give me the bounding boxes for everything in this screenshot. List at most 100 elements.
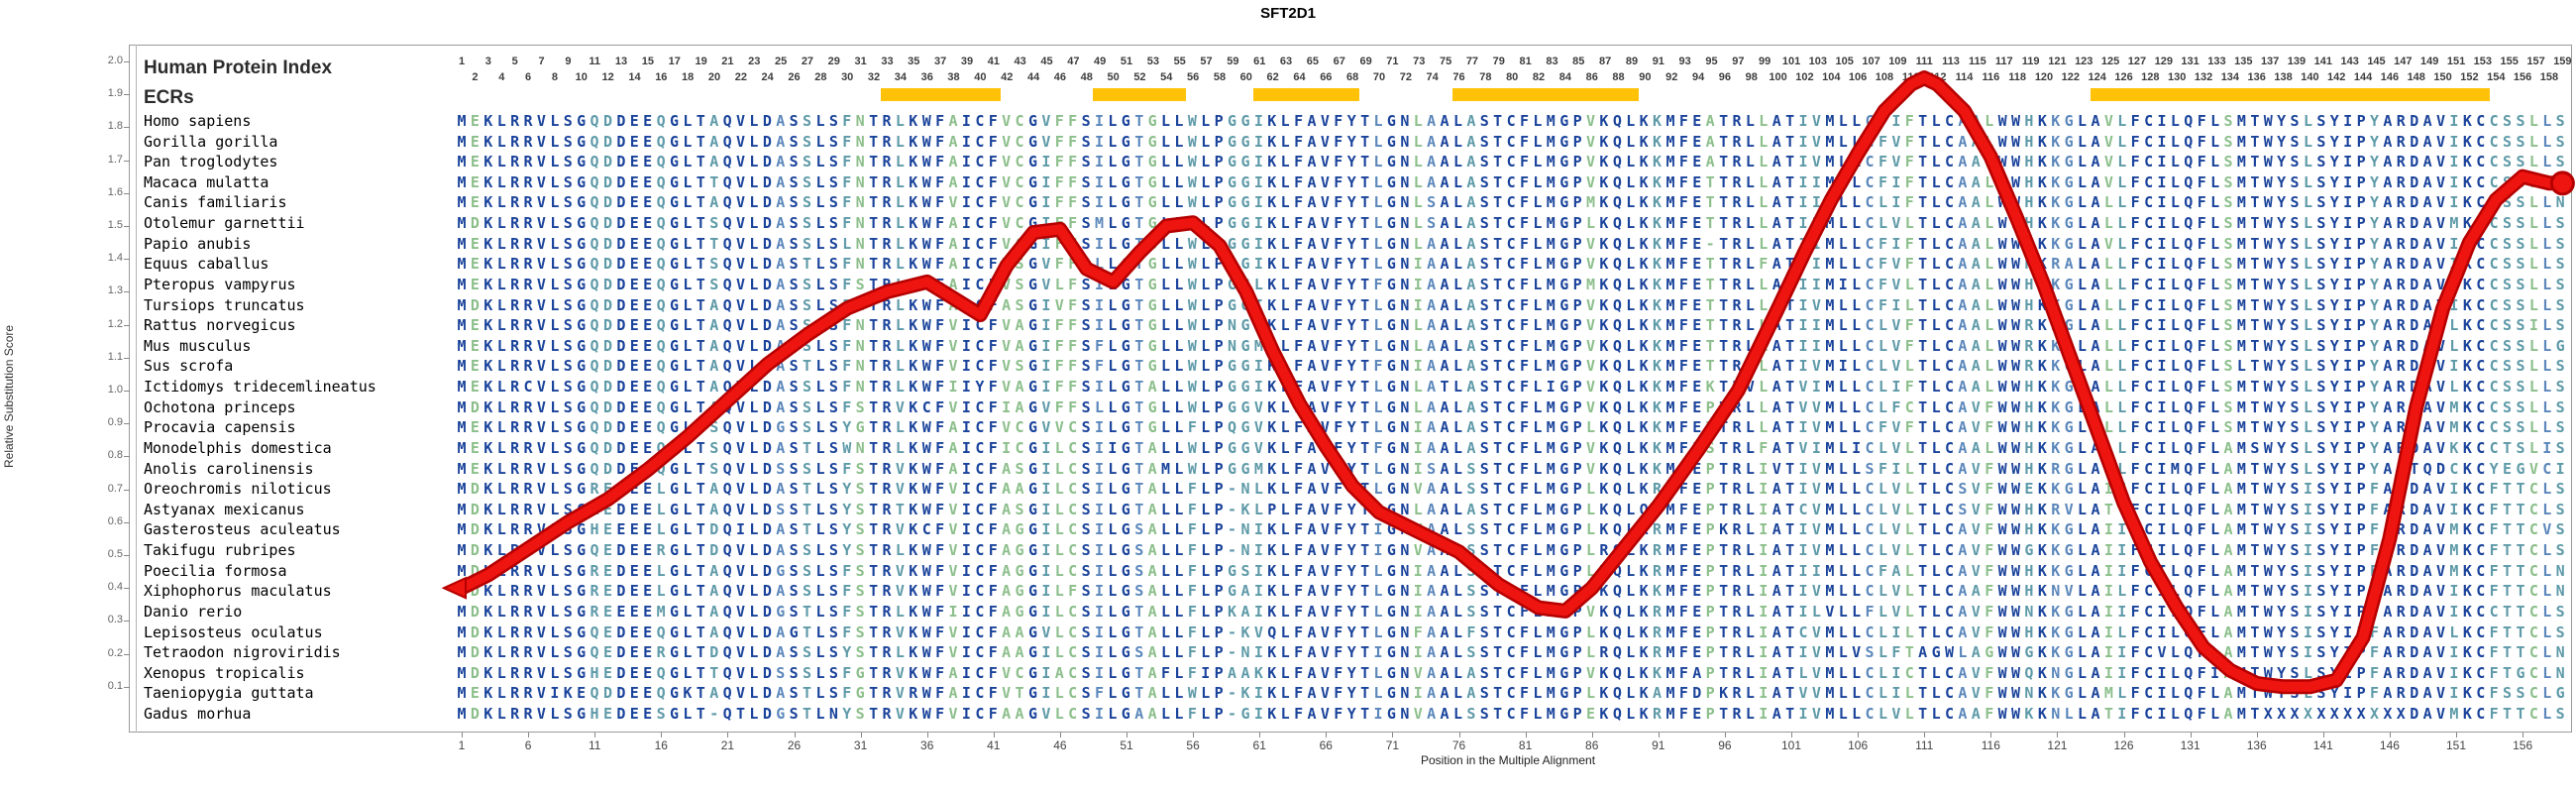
protein-index-number: 139 [2287, 56, 2307, 67]
x-tick-label: 146 [2379, 738, 2400, 752]
protein-index-number: 36 [920, 71, 933, 83]
protein-index-number: 100 [1769, 71, 1787, 83]
protein-index-number: 94 [1691, 71, 1705, 83]
protein-index-number: 102 [1795, 71, 1814, 83]
x-tick-label: 136 [2246, 738, 2267, 752]
protein-index-number: 37 [934, 56, 947, 67]
protein-index-number: 116 [1982, 71, 2000, 83]
y-tick-label: 1.9 [107, 87, 123, 100]
y-tick-label: 2.0 [107, 55, 123, 66]
x-tick-mark [2190, 733, 2192, 737]
ecrs-label: ECRs [144, 87, 194, 108]
protein-index-number: 43 [1014, 56, 1026, 67]
x-tick-label: 41 [987, 738, 1001, 752]
x-tick-label: 91 [1652, 738, 1665, 752]
x-tick-label: 141 [2312, 738, 2333, 752]
x-tick-mark [727, 733, 729, 737]
y-tick-mark [124, 555, 130, 556]
protein-index-number: 125 [2100, 56, 2120, 67]
protein-index-number: 77 [1465, 56, 1479, 67]
y-tick-mark [124, 127, 130, 129]
protein-index-number: 155 [2500, 56, 2519, 67]
x-tick-label: 36 [920, 738, 934, 752]
protein-index-number: 41 [987, 56, 1000, 67]
x-tick-label: 66 [1319, 738, 1333, 752]
page-title: SFT2D1 [1260, 5, 1316, 22]
y-tick-mark [124, 686, 130, 688]
protein-index-number: 5 [511, 56, 518, 67]
protein-index-number: 131 [2181, 56, 2200, 67]
x-tick-mark [2456, 733, 2458, 737]
protein-index-number: 1 [458, 56, 466, 67]
protein-index-number: 103 [1808, 56, 1828, 67]
protein-index-number: 86 [1585, 71, 1598, 83]
x-tick-label: 76 [1451, 738, 1466, 752]
protein-index-number: 118 [2008, 71, 2027, 83]
ecr-bar [2090, 88, 2490, 101]
y-tick-mark [124, 226, 130, 227]
protein-index-number: 157 [2526, 56, 2545, 67]
protein-index-number: 144 [2353, 71, 2373, 83]
species-name: Otolemur garnettii [144, 214, 305, 233]
x-tick-mark [528, 733, 530, 737]
protein-index-number: 117 [1994, 56, 2013, 67]
protein-index-number: 89 [1625, 56, 1639, 67]
x-tick-label: 116 [1981, 738, 2000, 752]
protein-index-number: 73 [1413, 56, 1426, 67]
protein-index-number: 101 [1781, 56, 1801, 67]
protein-index-number: 24 [761, 71, 774, 83]
protein-index-number: 141 [2313, 56, 2332, 67]
protein-index-number: 21 [721, 56, 734, 67]
protein-index-number: 15 [641, 56, 655, 67]
protein-index-number: 97 [1732, 56, 1745, 67]
protein-index-number: 40 [974, 71, 987, 83]
protein-index-number: 98 [1745, 71, 1758, 83]
protein-index-number: 129 [2154, 56, 2173, 67]
protein-index-number: 7 [538, 56, 545, 67]
protein-index-number: 107 [1862, 56, 1880, 67]
species-name: Anolis carolinensis [144, 459, 314, 478]
x-tick-mark [1791, 733, 1793, 737]
protein-index-number: 49 [1094, 56, 1107, 67]
protein-index-number: 26 [788, 71, 801, 83]
x-tick-mark [1858, 733, 1860, 737]
y-tick-label: 0.2 [107, 646, 123, 659]
protein-index-number: 104 [1822, 71, 1841, 83]
protein-index-number: 33 [881, 56, 894, 67]
x-tick-mark [1059, 733, 1061, 737]
x-tick-label: 26 [787, 738, 802, 752]
ecr-bar [1451, 88, 1639, 101]
protein-index-number: 83 [1546, 56, 1558, 67]
protein-index-number: 150 [2433, 71, 2452, 83]
protein-index-number: 4 [498, 71, 505, 83]
protein-index-number: 76 [1452, 71, 1465, 83]
x-tick-label: 6 [524, 738, 532, 752]
protein-index-number: 17 [668, 56, 681, 67]
species-name: Tursiops truncatus [144, 295, 305, 314]
protein-index-number: 120 [2034, 71, 2054, 83]
x-tick-label: 156 [2513, 738, 2533, 752]
protein-index-number: 64 [1293, 71, 1306, 83]
protein-index-number: 65 [1306, 56, 1320, 67]
protein-index-number: 2 [472, 71, 479, 83]
protein-index-number: 133 [2207, 56, 2226, 67]
x-tick-mark [1326, 733, 1328, 737]
protein-index-number: 114 [1955, 71, 1974, 83]
x-tick-label: 21 [720, 738, 735, 752]
protein-index-number: 105 [1835, 56, 1854, 67]
protein-index-number: 121 [2048, 56, 2067, 67]
x-tick-mark [1924, 733, 1926, 737]
protein-index-number: 39 [960, 56, 974, 67]
